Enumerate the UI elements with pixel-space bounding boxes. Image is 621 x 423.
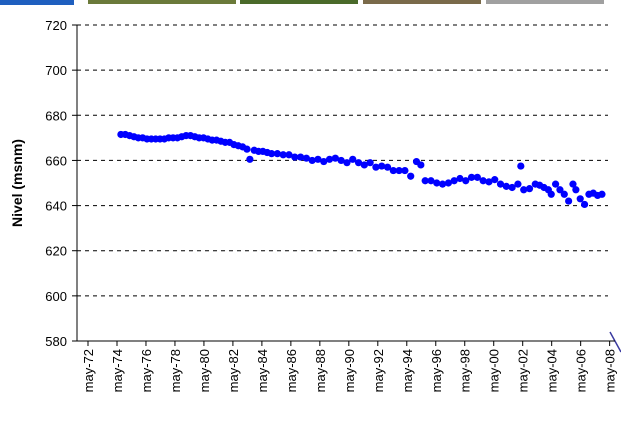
data-point bbox=[401, 166, 409, 175]
data-point bbox=[547, 190, 555, 198]
data-point bbox=[320, 157, 328, 166]
data-point bbox=[417, 161, 425, 169]
data-point bbox=[520, 186, 528, 194]
data-point bbox=[491, 176, 499, 184]
data-point bbox=[576, 195, 584, 203]
data-point bbox=[389, 166, 397, 175]
x-tick-label: may-88 bbox=[313, 349, 328, 392]
y-tick-label: 640 bbox=[45, 199, 67, 214]
data-point bbox=[433, 179, 441, 187]
data-point bbox=[502, 182, 510, 190]
data-point bbox=[273, 150, 281, 158]
data-point bbox=[285, 151, 293, 159]
data-point bbox=[354, 159, 363, 167]
x-tick-label: may-80 bbox=[197, 349, 212, 392]
y-tick-label: 580 bbox=[45, 334, 67, 349]
data-point bbox=[485, 178, 493, 186]
data-point bbox=[308, 156, 316, 165]
banner-photo bbox=[363, 0, 481, 4]
x-tick-label: may-98 bbox=[458, 349, 473, 392]
x-tick-label: may-74 bbox=[110, 349, 125, 392]
data-point bbox=[421, 177, 429, 185]
data-point bbox=[479, 177, 487, 185]
data-point bbox=[456, 174, 464, 183]
x-tick-label: may-86 bbox=[284, 349, 299, 392]
data-point bbox=[514, 180, 522, 188]
banner-photo bbox=[486, 0, 604, 4]
data-point bbox=[331, 154, 339, 162]
y-tick-label: 700 bbox=[45, 63, 67, 78]
x-tick-label: may-96 bbox=[429, 349, 444, 392]
data-point bbox=[360, 161, 368, 169]
data-point bbox=[243, 145, 251, 153]
x-tick-label: may-02 bbox=[516, 349, 531, 392]
data-point bbox=[580, 200, 589, 209]
data-point bbox=[565, 197, 573, 205]
data-point bbox=[508, 183, 516, 192]
data-point bbox=[279, 151, 287, 159]
data-point bbox=[467, 173, 476, 181]
x-tick-label: may-76 bbox=[139, 349, 154, 392]
data-point bbox=[473, 173, 481, 181]
data-point bbox=[372, 163, 380, 171]
data-point bbox=[395, 166, 403, 175]
data-point bbox=[569, 180, 577, 188]
data-point bbox=[517, 162, 525, 170]
data-point bbox=[496, 180, 505, 188]
y-tick-label: 680 bbox=[45, 108, 67, 123]
data-point bbox=[383, 163, 392, 171]
x-tick-label: may-08 bbox=[603, 349, 618, 392]
y-tick-label: 720 bbox=[45, 18, 67, 33]
data-point bbox=[551, 180, 560, 188]
x-tick-label: may-04 bbox=[545, 349, 560, 392]
banner-photo bbox=[240, 0, 358, 4]
y-tick-label: 600 bbox=[45, 289, 67, 304]
data-point bbox=[314, 155, 322, 163]
data-point bbox=[349, 155, 357, 163]
banner-strip bbox=[0, 0, 74, 5]
x-tick-label: may-00 bbox=[487, 349, 502, 392]
data-point bbox=[378, 162, 386, 170]
x-tick-label: may-90 bbox=[342, 349, 357, 392]
data-point bbox=[556, 186, 564, 194]
y-tick-label: 620 bbox=[45, 244, 67, 259]
data-point bbox=[325, 155, 334, 163]
banner-photo bbox=[88, 0, 236, 4]
data-point bbox=[337, 156, 345, 165]
data-point bbox=[291, 153, 299, 161]
data-point bbox=[296, 153, 305, 161]
y-axis-label: Nivel (msnm) bbox=[9, 139, 25, 227]
data-point bbox=[267, 150, 276, 158]
decoration bbox=[609, 331, 621, 353]
data-point bbox=[598, 190, 606, 198]
data-point bbox=[444, 179, 452, 187]
x-tick-label: may-94 bbox=[400, 349, 415, 392]
data-point bbox=[438, 180, 447, 188]
data-point bbox=[572, 186, 580, 194]
y-tick-label: 660 bbox=[45, 153, 67, 168]
data-point bbox=[450, 177, 458, 185]
x-tick-label: may-72 bbox=[81, 349, 96, 392]
data-point bbox=[462, 177, 470, 185]
data-point bbox=[427, 177, 435, 185]
data-point bbox=[525, 185, 534, 193]
data-point bbox=[246, 155, 254, 163]
data-point bbox=[302, 154, 310, 162]
data-point bbox=[560, 190, 568, 198]
data-point bbox=[407, 172, 415, 180]
x-tick-label: may-82 bbox=[226, 349, 241, 392]
x-tick-label: may-06 bbox=[574, 349, 589, 392]
x-tick-label: may-78 bbox=[168, 349, 183, 392]
data-point bbox=[343, 159, 351, 167]
x-tick-label: may-84 bbox=[255, 349, 270, 392]
x-tick-label: may-92 bbox=[371, 349, 386, 392]
data-point bbox=[366, 159, 374, 167]
